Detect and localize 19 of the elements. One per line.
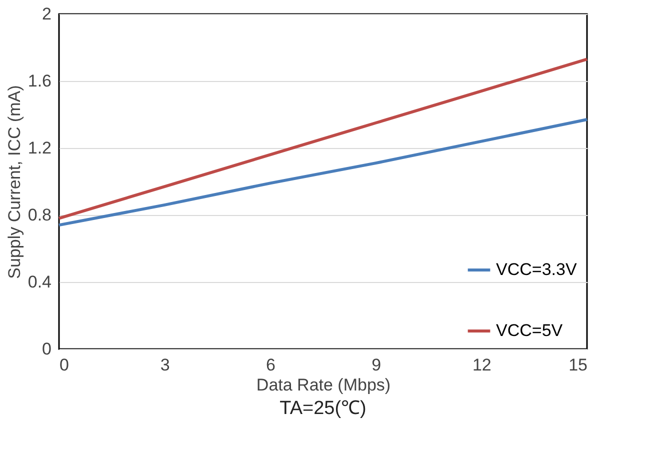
x-tick-label: 15 [568, 356, 588, 374]
legend-label: VCC=3.3V [496, 260, 578, 279]
x-tick-label: 0 [60, 356, 69, 374]
line-series [58, 118, 588, 227]
x-tick-label: 9 [372, 356, 382, 374]
x-tick-label: 6 [266, 356, 276, 374]
y-tick-label: 0 [42, 340, 52, 358]
y-tick-label: 1.6 [28, 72, 52, 90]
x-tick-label: 12 [472, 356, 492, 374]
legend-label: VCC=5V [496, 321, 564, 340]
y-tick-label: 1.2 [28, 138, 52, 158]
y-tick-label: 2 [42, 4, 52, 24]
line-series [58, 58, 588, 220]
y-tick-label: 0.4 [28, 272, 52, 292]
text: TA=25(℃) [280, 398, 366, 419]
y-tick-label: 0.8 [28, 206, 52, 224]
x-tick-label: 3 [160, 356, 170, 374]
y-axis-title: Supply Current, ICC (mA) [4, 85, 24, 279]
x-axis-title: Data Rate (Mbps) [256, 376, 391, 394]
